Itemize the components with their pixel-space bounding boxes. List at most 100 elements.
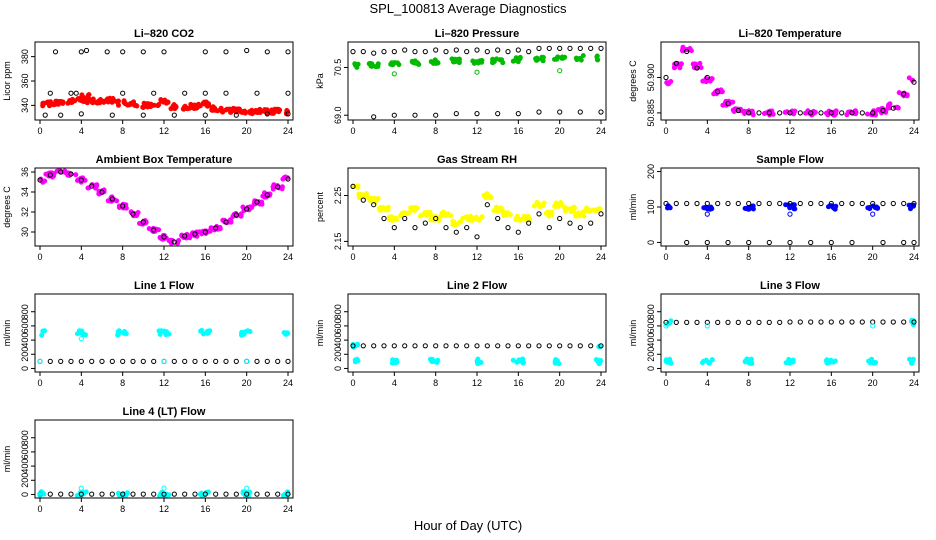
data-point (433, 343, 439, 349)
x-tick-label: 4 (705, 378, 710, 388)
data-point (484, 202, 490, 208)
data-point (531, 203, 537, 209)
x-tick-label: 20 (868, 252, 878, 262)
data-point (567, 343, 573, 349)
data-point (422, 49, 428, 55)
panel-title: Sample Flow (756, 154, 824, 166)
data-point (120, 491, 126, 497)
data-point (202, 229, 208, 235)
x-tick-label: 24 (596, 252, 606, 262)
x-tick-label: 8 (120, 504, 125, 514)
x-tick-label: 16 (513, 378, 523, 388)
data-point (68, 491, 74, 497)
y-tick-label: 400 (20, 333, 30, 348)
data-point (443, 343, 449, 349)
y-tick-label: 600 (333, 318, 343, 333)
data-point (47, 491, 53, 497)
series-3 (391, 68, 563, 77)
data-point (588, 45, 594, 52)
data-point (839, 200, 845, 207)
panel-title: Gas Stream RH (437, 154, 517, 166)
data-point (519, 356, 525, 362)
data-point (526, 343, 532, 349)
data-point (555, 54, 561, 60)
data-point (697, 60, 703, 66)
x-tick-label: 4 (705, 252, 710, 262)
series-1 (40, 92, 290, 117)
data-point (78, 336, 84, 342)
data-point (275, 491, 281, 497)
data-point (47, 358, 53, 364)
x-tick-label: 16 (200, 126, 210, 136)
panel-title: Line 2 Flow (447, 280, 507, 292)
panel-9: Line 3 Flow ml/min 0 4 8 12 16 20 24 0 20040060080… (628, 280, 920, 388)
data-point (556, 361, 562, 367)
data-point (385, 207, 391, 213)
data-point (756, 110, 762, 116)
panel-y-axis-label: Licor ppm (2, 61, 12, 101)
y-tick-label: 30 (20, 227, 30, 237)
data-point (756, 200, 762, 207)
data-point (419, 212, 425, 218)
data-point (208, 226, 214, 232)
data-point (534, 199, 540, 205)
data-point (233, 358, 239, 364)
data-point (387, 217, 393, 223)
data-point (543, 210, 549, 216)
data-point (880, 239, 886, 246)
data-point (725, 100, 731, 107)
data-point (598, 343, 604, 349)
data-point (285, 90, 291, 96)
data-point (233, 112, 239, 118)
data-point (585, 208, 591, 214)
data-point (130, 211, 136, 217)
y-tick-label: 36 (20, 167, 30, 177)
data-point (867, 205, 873, 211)
data-point (120, 90, 126, 96)
data-point (766, 200, 772, 207)
data-point (140, 219, 146, 225)
x-tick-label: 16 (513, 126, 523, 136)
y-tick-label: 34 (20, 187, 30, 197)
series-3 (37, 485, 250, 497)
data-point (709, 76, 715, 82)
data-point (353, 62, 359, 68)
data-point (875, 107, 881, 113)
x-tick-label: 24 (909, 126, 919, 136)
data-point (453, 229, 459, 235)
x-tick-label: 12 (785, 252, 795, 262)
series-3 (663, 323, 876, 329)
data-point (577, 45, 583, 52)
y-tick-label: 800 (333, 304, 343, 319)
data-point (663, 200, 669, 207)
data-point (849, 110, 855, 116)
y-tick-label: 200 (646, 164, 656, 179)
data-point (450, 218, 456, 224)
data-point (911, 79, 917, 85)
data-point (285, 176, 291, 182)
data-point (78, 111, 84, 117)
data-point (844, 112, 850, 118)
data-point (350, 49, 356, 55)
data-point (536, 109, 542, 115)
series-2 (37, 358, 291, 364)
data-point (746, 239, 752, 246)
data-point (73, 172, 79, 178)
data-point (109, 196, 115, 202)
data-point (233, 491, 239, 497)
data-point (808, 110, 814, 116)
data-point (665, 80, 671, 86)
data-point (254, 90, 260, 96)
y-tick-label: 100 (646, 199, 656, 214)
panel-10: Line 4 (LT) Flow ml/min 0 4 8 12 16 20 24 0 200400… (2, 406, 294, 514)
data-point (223, 491, 229, 497)
data-point (130, 358, 136, 364)
data-point (94, 182, 100, 188)
x-tick-label: 24 (596, 126, 606, 136)
data-point (749, 361, 755, 367)
data-point (725, 239, 731, 246)
data-point (192, 491, 198, 497)
data-point (201, 331, 207, 337)
data-point (588, 220, 594, 226)
